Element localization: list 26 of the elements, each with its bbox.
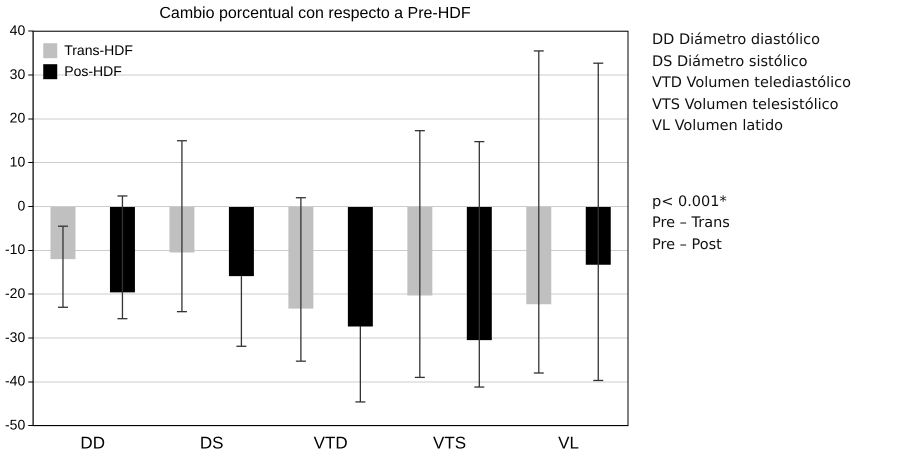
x-tick-label: VTS xyxy=(433,433,466,452)
text: VTS Volumen telesistólico xyxy=(652,96,840,114)
y-tick-label: -30 xyxy=(5,328,26,345)
y-tick-label: 40 xyxy=(10,22,26,38)
text: p< 0.001* xyxy=(652,192,728,212)
x-tick-label: DS xyxy=(200,433,224,452)
text: VL Volumen latido xyxy=(652,117,784,136)
y-tick-label: 20 xyxy=(10,110,26,126)
legend-label: Pos-HDF xyxy=(64,63,122,80)
x-tick-label: VL xyxy=(558,433,579,452)
text: DS Diámetro sistólico xyxy=(652,52,809,72)
y-tick-label: 30 xyxy=(10,66,26,82)
text: Pre – Post xyxy=(652,236,723,254)
y-tick-label: -50 xyxy=(5,416,26,432)
text: Pre – Trans xyxy=(652,214,731,233)
y-tick-label: 0 xyxy=(17,197,26,214)
text: VTD Volumen telediastólico xyxy=(652,74,851,93)
y-tick-label: -10 xyxy=(5,241,26,258)
y-tick-label: -20 xyxy=(5,284,26,301)
y-tick-label: 10 xyxy=(10,154,26,170)
y-tick-label: -40 xyxy=(5,372,26,389)
legend-label: Trans-HDF xyxy=(64,42,133,58)
x-tick-label: VTD xyxy=(314,433,348,452)
x-tick-label: DD xyxy=(80,433,105,452)
text: DD Diámetro diastólico xyxy=(652,31,822,50)
chart-title: Cambio porcentual con respecto a Pre-HDF xyxy=(159,5,471,22)
